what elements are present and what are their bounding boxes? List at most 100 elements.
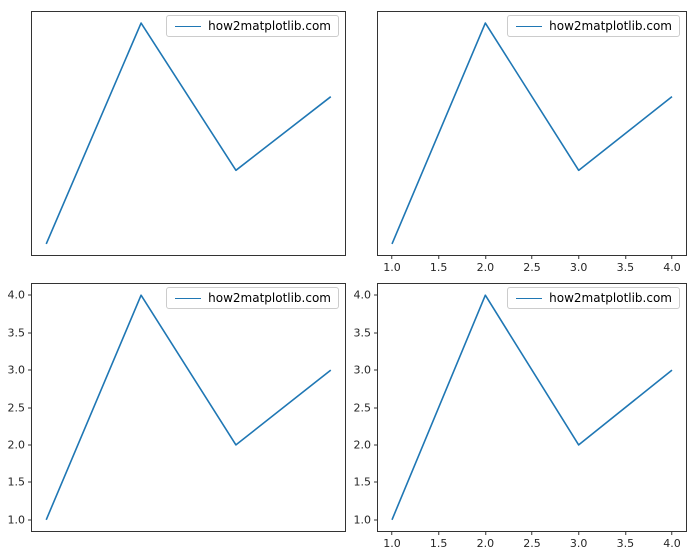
legend-line-sample-icon [516,297,543,299]
subplot-bottom-left: how2matplotlib.com 1.0 1.5 2.0 2.5 3.0 3.5 4.0 [8,283,346,532]
y-tick: 3.0 [7,363,32,377]
x-tick: 3.5 [616,255,635,274]
legend-line-sample-icon [175,25,202,27]
x-tick-mark [484,255,486,259]
x-axis-ticks [32,255,345,277]
y-tick: 4.0 [353,288,378,302]
y-tick-mark [374,369,378,371]
data-line [392,23,672,244]
y-tick: 3.0 [353,363,378,377]
y-axis-ticks: 1.0 1.5 2.0 2.5 3.0 3.5 4.0 [0,284,32,531]
data-line [46,23,331,244]
y-axis-ticks [336,12,378,255]
x-tick-mark [578,531,580,535]
y-tick-label: 2.0 [353,438,372,452]
y-tick-label: 4.0 [353,288,372,302]
y-tick-mark [28,444,32,446]
y-tick-mark [28,481,32,483]
x-tick-mark [671,531,673,535]
x-tick-label: 2.5 [523,537,541,550]
data-line [46,295,331,520]
x-tick-mark [624,531,626,535]
y-tick: 3.5 [7,326,32,340]
x-tick-mark [671,255,673,259]
x-tick-label: 3.0 [569,261,588,274]
x-tick-label: 4.0 [663,261,681,274]
x-tick-mark [531,531,533,535]
y-axis-ticks [0,12,32,255]
x-tick: 2.0 [476,531,495,550]
legend: how2matplotlib.com [166,15,339,37]
x-tick-label: 4.0 [663,537,681,550]
line-plot [32,284,345,531]
y-tick-label: 4.0 [7,288,26,302]
y-tick-mark [374,294,378,296]
subplot-bottom-right: how2matplotlib.com 1.0 1.5 2.0 2.5 3.0 3.5 4.0… [354,283,687,550]
legend-line-sample-icon [516,25,543,27]
x-tick: 4.0 [663,255,681,274]
y-tick-label: 3.5 [353,326,372,340]
y-tick-label: 1.0 [353,513,372,527]
x-tick-mark [624,255,626,259]
y-tick-label: 1.5 [7,475,26,489]
x-tick-mark [531,255,533,259]
x-tick-label: 1.5 [429,537,448,550]
y-tick-mark [28,407,32,408]
data-line [392,295,672,520]
x-tick-mark [438,531,440,535]
x-tick-label: 1.0 [383,261,401,274]
y-tick-label: 2.5 [353,401,372,414]
line-plot [378,12,686,255]
legend-line-sample-icon [175,297,202,299]
x-tick-label: 3.0 [569,537,588,550]
y-tick-mark [374,481,378,483]
x-tick: 3.0 [569,255,588,274]
subplot-top-right: how2matplotlib.com 1.0 1.5 2.0 2.5 3.0 3.5 4.0 [377,11,687,274]
x-tick-mark [484,531,486,535]
x-tick-label: 2.5 [523,261,541,274]
subplot-top-left: how2matplotlib.com [31,11,346,256]
y-tick: 2.0 [353,438,378,452]
y-tick: 1.5 [354,476,378,489]
y-tick: 3.5 [353,326,378,340]
y-tick-mark [28,519,32,521]
y-tick: 1.5 [7,475,32,489]
x-tick: 2.0 [476,255,495,274]
y-tick-label: 3.0 [7,363,26,377]
x-tick: 3.5 [617,531,634,550]
legend: how2matplotlib.com [507,287,680,309]
y-tick-mark [28,369,32,371]
y-tick: 2.5 [7,401,32,414]
y-tick-mark [374,519,378,521]
legend-label: how2matplotlib.com [208,291,331,305]
legend-label: how2matplotlib.com [549,291,672,305]
x-tick: 2.5 [523,255,541,274]
y-tick-label: 3.0 [353,363,372,377]
y-tick-mark [374,407,378,408]
x-tick-mark [391,255,393,259]
line-plot [378,284,686,531]
y-tick-label: 3.5 [7,326,26,340]
legend-label: how2matplotlib.com [549,19,672,33]
x-tick-mark [438,255,440,259]
line-plot [32,12,345,255]
x-tick-label: 1.0 [383,537,401,550]
legend: how2matplotlib.com [507,15,680,37]
y-tick-label: 2.5 [7,401,26,414]
x-axis-ticks: 1.0 1.5 2.0 2.5 3.0 3.5 4.0 [378,255,686,277]
x-tick-mark [578,255,580,259]
y-tick: 1.0 [8,513,32,526]
x-tick-label: 3.5 [616,261,635,274]
x-tick-label: 2.0 [476,537,495,550]
x-tick: 1.0 [383,255,401,274]
x-tick: 1.0 [383,531,401,550]
y-tick: 2.0 [8,438,32,451]
y-tick-mark [374,332,378,334]
y-tick: 1.0 [353,513,378,527]
x-tick: 3.0 [569,531,588,550]
x-tick-label: 2.0 [476,261,495,274]
x-tick-label: 1.5 [429,261,448,274]
x-tick: 4.0 [663,531,681,550]
x-tick: 1.5 [429,255,448,274]
